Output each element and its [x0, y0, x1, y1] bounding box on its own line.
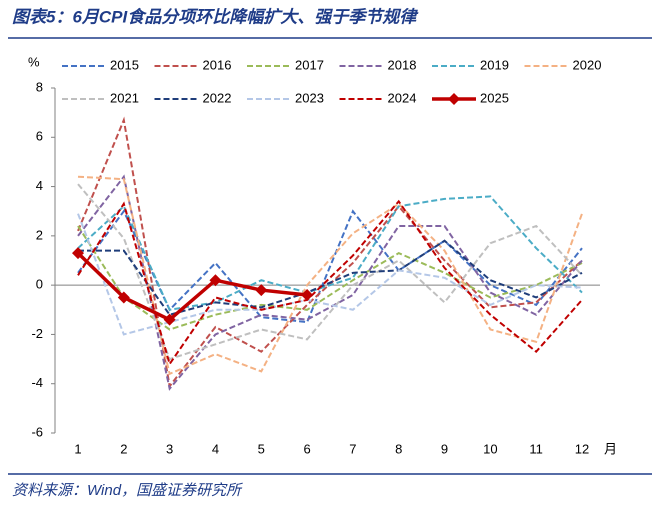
legend-label: 2024 — [388, 90, 417, 105]
legend-label: 2021 — [110, 90, 139, 105]
source: 资料来源：Wind，国盛证券研究所 — [12, 482, 243, 499]
x-tick-label: 5 — [258, 441, 265, 456]
series-marker — [209, 274, 222, 287]
legend-label: 2023 — [295, 90, 324, 105]
y-tick-label: 0 — [36, 277, 43, 292]
series-line — [76, 251, 308, 322]
y-tick-label: -6 — [31, 424, 43, 439]
legend-label: 2025 — [480, 90, 509, 105]
series-line — [77, 116, 583, 389]
x-tick-label: 6 — [303, 441, 310, 456]
legend-marker — [448, 93, 460, 105]
y-tick-label: 2 — [36, 227, 43, 242]
legend-label: 2017 — [295, 57, 324, 72]
x-tick-label: 3 — [166, 441, 173, 456]
series-line — [77, 174, 583, 391]
series-line — [77, 195, 583, 311]
x-axis-label: 月 — [604, 441, 617, 456]
x-tick-label: 4 — [212, 441, 219, 456]
legend-label: 2016 — [203, 57, 232, 72]
y-tick-label: -2 — [31, 326, 43, 341]
y-tick-label: 4 — [36, 178, 43, 193]
x-tick-label: 11 — [529, 441, 543, 456]
x-tick-label: 7 — [349, 441, 356, 456]
series-marker — [72, 247, 84, 260]
series-marker — [255, 284, 268, 297]
chart-title: 图表5：6月CPI食品分项环比降幅扩大、强于季节规律 — [12, 7, 419, 26]
legend-label: 2019 — [480, 57, 509, 72]
x-tick-label: 8 — [395, 441, 402, 456]
series-line — [77, 183, 583, 361]
legend-label: 2020 — [573, 57, 602, 72]
x-tick-label: 9 — [441, 441, 448, 456]
series-line — [78, 239, 583, 316]
legend-label: 2022 — [203, 90, 232, 105]
series-marker — [117, 291, 130, 304]
series-marker — [301, 289, 314, 301]
x-tick-label: 12 — [575, 441, 589, 456]
y-axis-label: % — [28, 54, 40, 69]
y-tick-label: -4 — [31, 375, 43, 390]
legend-label: 2015 — [110, 57, 139, 72]
series-line — [77, 213, 583, 336]
x-tick-label: 2 — [120, 441, 127, 456]
x-tick-label: 1 — [74, 441, 81, 456]
y-tick-label: 6 — [36, 129, 43, 144]
legend-label: 2018 — [388, 57, 417, 72]
y-tick-label: 8 — [36, 79, 43, 94]
series-marker — [163, 313, 176, 326]
x-tick-label: 10 — [483, 441, 497, 456]
series-line — [77, 225, 583, 331]
